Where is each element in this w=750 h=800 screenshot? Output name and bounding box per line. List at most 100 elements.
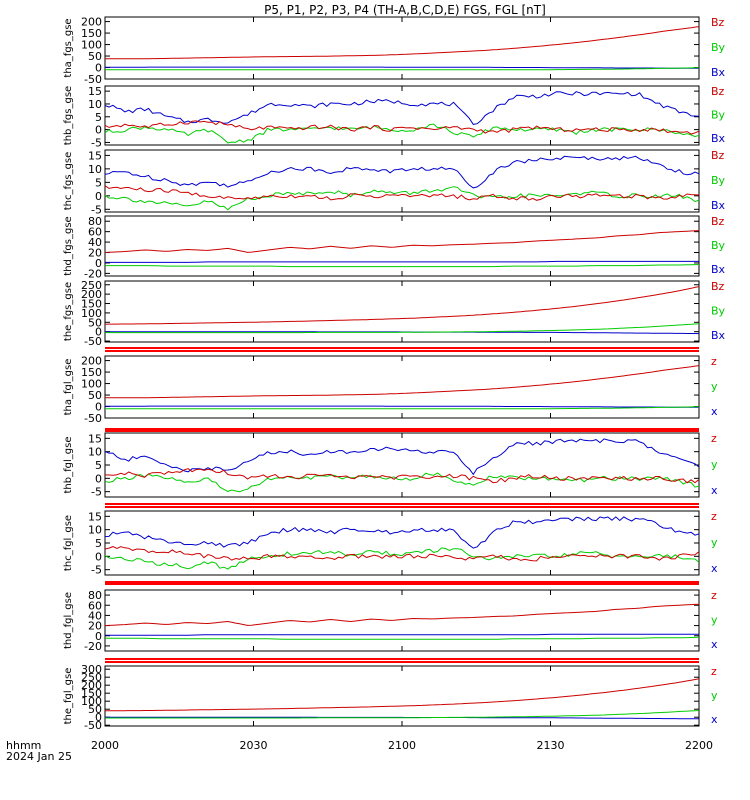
series-line-z xyxy=(104,120,700,135)
legend-x: x xyxy=(711,484,718,497)
legend-z: z xyxy=(711,432,717,445)
y-tick-label: 10 xyxy=(88,163,102,176)
y-axis-label: tha_fgs_gse xyxy=(63,18,74,77)
y-tick-label: 10 xyxy=(88,446,102,459)
series-line-z xyxy=(104,286,700,325)
time-axis-date: 2024 Jan 25 xyxy=(6,750,72,763)
legend-y: y xyxy=(711,614,718,627)
y-tick-label: 100 xyxy=(81,307,102,320)
legend-y: By xyxy=(711,174,726,187)
legend-z: z xyxy=(711,665,717,678)
y-axis-label: thb_fgs_gse xyxy=(63,86,74,145)
y-axis-label: the_fgl_gse xyxy=(63,668,74,725)
y-tick-label: 0 xyxy=(95,257,102,270)
legend-z: z xyxy=(711,355,717,368)
y-tick-label: 10 xyxy=(88,98,102,111)
legend-z: z xyxy=(711,589,717,602)
y-tick-label: 5 xyxy=(95,459,102,472)
legend-x: Bx xyxy=(711,329,726,342)
series-line-x xyxy=(104,438,700,476)
x-tick-label: 2030 xyxy=(240,739,268,752)
y-tick-label: 250 xyxy=(81,279,102,292)
y-tick-label: 0 xyxy=(95,630,102,643)
flag-bar xyxy=(105,661,699,663)
x-tick-label: 2000 xyxy=(91,739,119,752)
y-tick-label: 200 xyxy=(81,679,102,692)
legend-x: Bx xyxy=(711,199,726,212)
y-tick-label: 0 xyxy=(95,326,102,339)
legend-y: y xyxy=(711,689,718,702)
y-tick-label: 100 xyxy=(81,378,102,391)
series-line-y xyxy=(104,472,700,493)
panel-frame xyxy=(104,85,700,146)
y-tick-label: 200 xyxy=(81,355,102,368)
y-tick-label: 20 xyxy=(88,247,102,260)
series-line-x xyxy=(104,91,700,125)
y-tick-label: 15 xyxy=(88,149,102,162)
series-line-y xyxy=(104,186,700,211)
series-line-x xyxy=(105,405,699,408)
chart-title: P5, P1, P2, P3, P4 (TH-A,B,C,D,E) FGS, F… xyxy=(264,3,546,17)
series-line-x xyxy=(105,260,699,263)
y-tick-label: 0 xyxy=(95,190,102,203)
y-tick-label: 250 xyxy=(81,671,102,684)
legend-y: y xyxy=(711,380,718,393)
y-tick-label: -5 xyxy=(91,564,102,577)
y-tick-label: -50 xyxy=(84,719,102,732)
series-line-y xyxy=(104,123,700,144)
legend-y: By xyxy=(711,41,726,54)
legend-z: z xyxy=(711,510,717,523)
y-tick-label: 200 xyxy=(81,16,102,29)
y-tick-label: -50 xyxy=(84,412,102,425)
y-tick-label: 50 xyxy=(88,50,102,63)
y-tick-label: 50 xyxy=(88,316,102,329)
series-line-z xyxy=(104,603,700,627)
panel-frame xyxy=(104,149,700,213)
y-axis-label: tha_fgl_gse xyxy=(63,359,74,416)
y-tick-label: 15 xyxy=(88,432,102,445)
legend-x: Bx xyxy=(711,263,726,276)
legend-z: Bz xyxy=(711,149,725,162)
series-line-z xyxy=(104,185,700,201)
series-line-y xyxy=(105,264,700,268)
flag-bar xyxy=(105,506,699,508)
y-axis-label: thb_fgl_gse xyxy=(63,437,74,494)
series-line-y xyxy=(105,636,700,640)
y-tick-label: 60 xyxy=(88,599,102,612)
series-line-y xyxy=(105,406,700,410)
y-tick-label: 100 xyxy=(81,695,102,708)
y-tick-label: 0 xyxy=(95,124,102,137)
y-tick-label: 15 xyxy=(88,85,102,98)
y-tick-label: 20 xyxy=(88,620,102,633)
legend-y: By xyxy=(711,239,726,252)
x-tick-label: 2130 xyxy=(537,739,565,752)
y-tick-label: -20 xyxy=(84,267,102,280)
series-line-x xyxy=(105,633,699,636)
y-tick-label: 15 xyxy=(88,510,102,523)
y-tick-label: 80 xyxy=(88,589,102,602)
y-tick-label: 10 xyxy=(88,524,102,537)
x-tick-label: 2200 xyxy=(685,739,713,752)
series-line-x xyxy=(104,155,700,189)
legend-x: x xyxy=(711,562,718,575)
y-axis-label: thd_fgl_gse xyxy=(63,592,74,649)
legend-y: By xyxy=(711,109,726,122)
series-line-y xyxy=(105,67,700,71)
y-tick-label: 5 xyxy=(95,111,102,124)
legend-z: Bz xyxy=(711,16,725,29)
flag-bar xyxy=(105,428,699,430)
legend-z: Bz xyxy=(711,280,725,293)
flag-bar xyxy=(105,583,699,585)
panel-frame xyxy=(104,510,700,576)
series-line-z xyxy=(105,26,700,60)
series-line-x xyxy=(104,516,700,549)
flag-bar xyxy=(105,430,699,432)
